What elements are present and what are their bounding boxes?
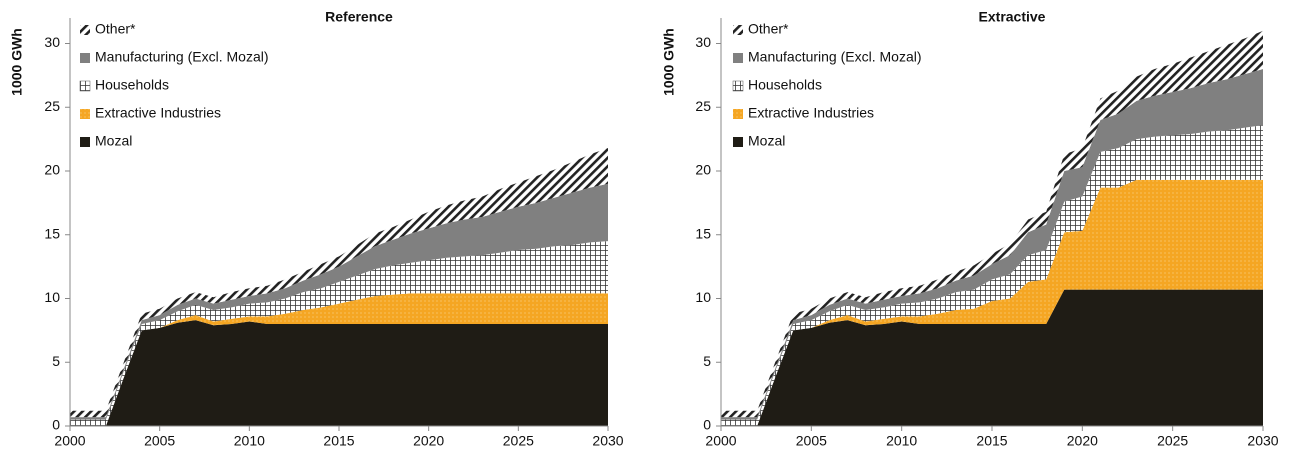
legend-swatch	[733, 137, 743, 147]
legend-label: Manufacturing (Excl. Mozal)	[95, 49, 269, 65]
area	[70, 320, 608, 426]
area	[70, 183, 608, 420]
y-tick-label: 0	[703, 417, 711, 433]
x-tick-label: 2020	[413, 433, 444, 449]
legend-swatch	[80, 25, 90, 35]
legend-label: Other*	[95, 21, 136, 37]
area	[721, 125, 1263, 426]
legend-label: Mozal	[95, 133, 132, 149]
legend-swatch	[80, 53, 90, 63]
legend-swatch	[80, 137, 90, 147]
legend-label: Households	[95, 77, 169, 93]
x-tick-label: 2025	[503, 433, 534, 449]
x-tick-label: 2005	[796, 433, 827, 449]
x-tick-label: 2030	[592, 433, 623, 449]
legend-label: Households	[748, 77, 822, 93]
area	[721, 179, 1263, 426]
area	[721, 69, 1263, 420]
y-tick-label: 30	[695, 34, 711, 50]
chart-title: Reference	[325, 9, 393, 25]
area	[721, 30, 1263, 418]
legend-label: Mozal	[748, 133, 785, 149]
area	[70, 293, 608, 426]
y-tick-label: 5	[52, 353, 60, 369]
x-tick-label: 2030	[1247, 433, 1278, 449]
x-tick-label: 2015	[976, 433, 1007, 449]
x-tick-label: 2000	[54, 433, 85, 449]
legend-swatch	[733, 25, 743, 35]
legend-swatch	[733, 53, 743, 63]
y-tick-label: 10	[44, 289, 60, 305]
y-tick-label: 20	[44, 162, 60, 178]
x-tick-label: 2020	[1067, 433, 1098, 449]
area	[70, 148, 608, 418]
x-tick-label: 2010	[886, 433, 917, 449]
x-tick-label: 2000	[705, 433, 736, 449]
area	[721, 289, 1263, 426]
y-tick-label: 25	[695, 98, 711, 114]
legend-label: Extractive Industries	[748, 105, 874, 121]
legend-label: Other*	[748, 21, 789, 37]
y-tick-label: 30	[44, 34, 60, 50]
legend-swatch	[79, 80, 91, 92]
y-tick-label: 10	[695, 289, 711, 305]
y-axis-title: 1000 GWh	[661, 28, 677, 96]
x-tick-label: 2005	[144, 433, 175, 449]
legend-swatch	[80, 109, 90, 119]
y-tick-label: 0	[52, 417, 60, 433]
area	[70, 241, 608, 426]
legend-label: Extractive Industries	[95, 105, 221, 121]
x-tick-label: 2015	[323, 433, 354, 449]
y-tick-label: 15	[44, 225, 60, 241]
y-tick-label: 15	[695, 225, 711, 241]
legend-swatch	[733, 109, 743, 119]
x-tick-label: 2010	[234, 433, 265, 449]
y-axis-title: 1000 GWh	[9, 28, 25, 96]
legend-swatch	[732, 80, 744, 92]
y-tick-label: 5	[703, 353, 711, 369]
y-tick-label: 20	[695, 162, 711, 178]
legend-label: Manufacturing (Excl. Mozal)	[748, 49, 922, 65]
chart-title: Extractive	[979, 9, 1046, 25]
x-tick-label: 2025	[1157, 433, 1188, 449]
y-tick-label: 25	[44, 98, 60, 114]
